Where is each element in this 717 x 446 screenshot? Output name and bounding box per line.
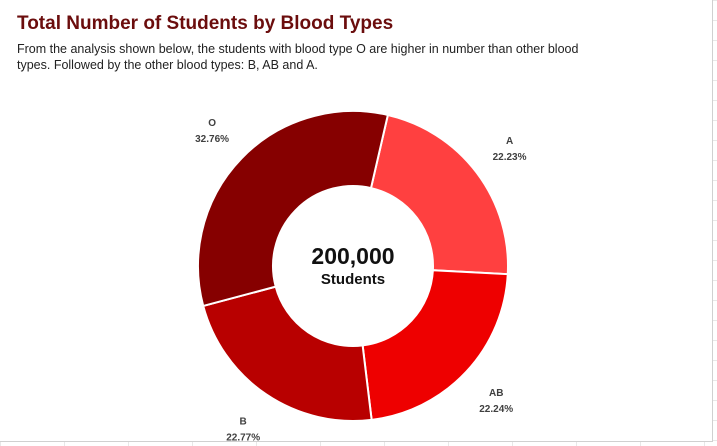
slice-label-o: O	[208, 118, 216, 129]
slice-labels: A 22.23% AB 22.24% B 22.77% O 32.76%	[195, 118, 527, 441]
slice-ab[interactable]	[361, 269, 509, 421]
slice-a[interactable]	[369, 113, 509, 276]
center-caption: Students	[321, 271, 385, 288]
slice-value-b: 22.77%	[226, 432, 260, 441]
chart-subtitle: From the analysis shown below, the stude…	[17, 42, 579, 72]
slice-b[interactable]	[202, 285, 373, 422]
slice-value-ab: 22.24%	[479, 404, 513, 415]
donut-slices	[197, 110, 509, 422]
slice-label-ab: AB	[489, 388, 503, 399]
center-total: 200,000	[311, 243, 394, 269]
chart-title: Total Number of Students by Blood Types	[17, 13, 394, 34]
slice-o[interactable]	[197, 110, 390, 308]
slice-label-b: B	[240, 416, 247, 427]
slice-label-a: A	[506, 136, 513, 147]
slice-value-a: 22.23%	[493, 152, 527, 163]
slice-value-o: 32.76%	[195, 134, 229, 145]
